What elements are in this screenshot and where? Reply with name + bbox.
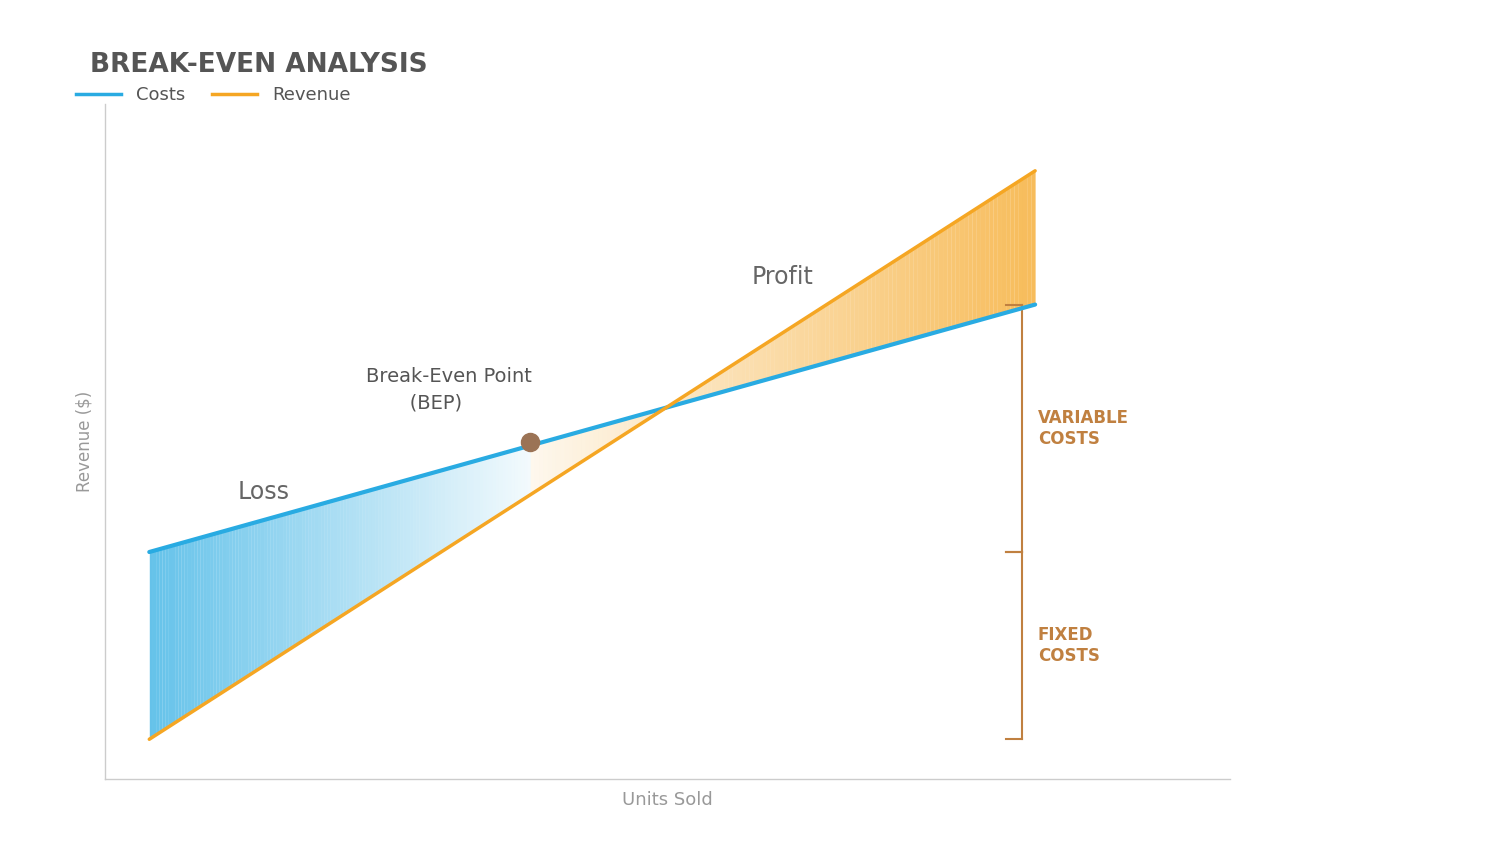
Text: VARIABLE
COSTS: VARIABLE COSTS [1038,409,1130,448]
Legend: Costs, Revenue: Costs, Revenue [69,79,357,112]
Y-axis label: Revenue ($): Revenue ($) [76,391,94,492]
X-axis label: Units Sold: Units Sold [622,791,712,809]
Text: FIXED
COSTS: FIXED COSTS [1038,626,1100,665]
Text: Loss: Loss [238,480,290,503]
Text: Break-Even Point
       (BEP): Break-Even Point (BEP) [366,366,532,412]
Text: Profit: Profit [752,266,813,289]
Text: BREAK-EVEN ANALYSIS: BREAK-EVEN ANALYSIS [90,52,427,78]
